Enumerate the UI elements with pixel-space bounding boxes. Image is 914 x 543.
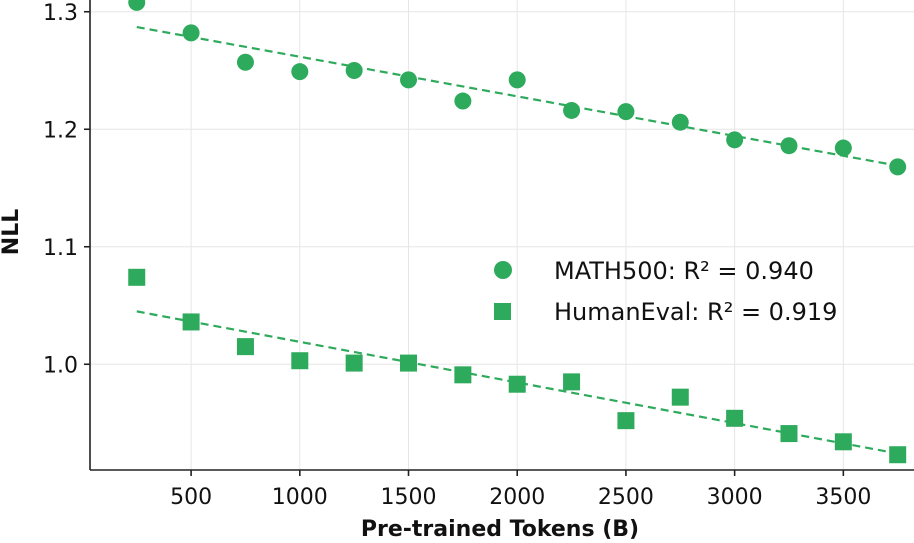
legend-marker-humaneval (494, 303, 511, 320)
point-math500 (834, 139, 852, 157)
point-humaneval (671, 388, 689, 406)
data-points (128, 0, 907, 464)
point-humaneval (345, 354, 363, 372)
fit-line-math500 (136, 25, 898, 167)
point-math500 (454, 92, 472, 110)
point-humaneval (889, 446, 907, 464)
x-tick-label: 2500 (598, 485, 654, 510)
point-math500 (400, 71, 418, 89)
point-math500 (508, 71, 526, 89)
y-tick-label: 1.2 (43, 118, 78, 143)
point-humaneval (454, 366, 472, 384)
x-tick-label: 500 (170, 485, 212, 510)
point-humaneval (726, 409, 744, 427)
point-humaneval (400, 354, 418, 372)
point-math500 (128, 0, 146, 11)
x-tick-label: 2000 (489, 485, 545, 510)
point-humaneval (128, 268, 146, 286)
fit-lines (136, 25, 898, 455)
point-math500 (671, 113, 689, 131)
x-axis-label: Pre-trained Tokens (B) (361, 517, 639, 542)
point-humaneval (834, 433, 852, 451)
y-tick-label: 1.1 (43, 236, 78, 261)
point-humaneval (563, 373, 581, 391)
y-tick-label: 1.3 (43, 1, 78, 26)
x-tick-label: 3000 (707, 485, 763, 510)
grid (90, 0, 914, 470)
point-humaneval (236, 338, 254, 356)
tick-labels: 500 1000 1500 2000 2500 3000 3500 1.0 1.1 1.2 1.3 (43, 1, 871, 510)
y-tick-label: 1.0 (43, 353, 78, 378)
legend-label-math500: MATH500: R² = 0.940 (554, 257, 814, 285)
point-math500 (563, 101, 581, 119)
point-math500 (236, 53, 254, 71)
point-humaneval (508, 375, 526, 393)
point-math500 (291, 63, 309, 81)
x-tick-label: 1500 (381, 485, 437, 510)
point-humaneval (291, 352, 309, 370)
point-math500 (345, 62, 363, 79)
axes (84, 0, 914, 476)
x-tick-label: 1000 (272, 485, 328, 510)
legend-marker-math500 (494, 261, 512, 279)
point-humaneval (780, 425, 798, 443)
point-math500 (726, 131, 744, 149)
legend: MATH500: R² = 0.940 HumanEval: R² = 0.91… (494, 257, 837, 326)
point-humaneval (617, 412, 635, 430)
point-math500 (889, 158, 907, 176)
point-math500 (780, 137, 798, 155)
point-math500 (182, 24, 200, 42)
legend-label-humaneval: HumanEval: R² = 0.919 (554, 298, 837, 326)
x-tick-label: 3500 (815, 485, 871, 510)
y-axis-label: NLL (0, 209, 24, 255)
point-math500 (617, 103, 635, 121)
point-humaneval (182, 313, 200, 331)
